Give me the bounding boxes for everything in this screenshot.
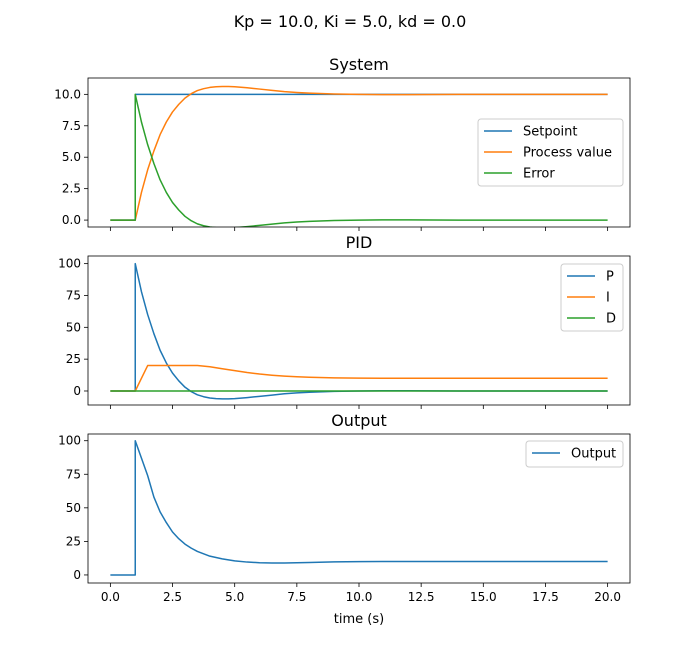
legend-item-p: P — [567, 270, 614, 285]
x-tick-label: 5.0 — [225, 590, 244, 604]
subplots: System 0.0 2.5 5.0 7.5 10.0 Setpoint Process va… — [54, 55, 631, 627]
figure-suptitle: Kp = 10.0, Ki = 5.0, kd = 0.0 — [234, 12, 467, 31]
legend-item-output: Output — [532, 447, 616, 462]
legend-label: Process value — [523, 146, 612, 161]
x-tick-label: 7.5 — [287, 590, 306, 604]
legend-item-setpoint: Setpoint — [484, 125, 578, 140]
legend-label: D — [606, 312, 616, 327]
legend: PID — [560, 263, 624, 332]
legend-frame — [477, 118, 624, 187]
y-tick-label: 100 — [58, 434, 81, 448]
x-tick-label: 0.0 — [101, 590, 120, 604]
y-tick-label: 7.5 — [62, 119, 81, 133]
legend-item-i: I — [567, 291, 610, 306]
y-tick-label: 50 — [66, 320, 81, 334]
subplot-title: Output — [331, 411, 387, 430]
subplot-title: System — [329, 55, 389, 74]
legend-label: Setpoint — [523, 125, 578, 140]
series-line-output — [110, 439, 608, 576]
legend: Output — [525, 440, 624, 468]
y-tick-label: 0 — [73, 384, 81, 398]
x-axis-label: time (s) — [334, 612, 384, 627]
y-tick-label: 0.0 — [62, 213, 81, 227]
legend-item-process-value: Process value — [484, 146, 612, 161]
x-tick-label: 12.5 — [408, 590, 435, 604]
legend: Setpoint Process value Error — [477, 118, 624, 187]
legend-label: I — [606, 291, 610, 306]
y-tick-label: 75 — [66, 288, 81, 302]
y-tick-label: 0 — [73, 568, 81, 582]
legend-item-d: D — [567, 312, 616, 327]
y-tick-label: 5.0 — [62, 150, 81, 164]
series-line-error — [110, 93, 608, 227]
series-group — [110, 85, 608, 227]
axes-frame — [87, 255, 631, 406]
y-tick-label: 25 — [66, 352, 81, 366]
series-line-i — [110, 364, 608, 392]
x-tick-label: 17.5 — [532, 590, 559, 604]
legend-item-error: Error — [484, 167, 555, 182]
legend-label: Output — [571, 447, 616, 462]
y-tick-label: 100 — [58, 257, 81, 271]
x-tick-label: 2.5 — [163, 590, 182, 604]
subplot-0: System 0.0 2.5 5.0 7.5 10.0 Setpoint Process va… — [54, 55, 631, 231]
x-tick-label: 10.0 — [346, 590, 373, 604]
y-tick-label: 50 — [66, 501, 81, 515]
subplot-1: PID 0 25 50 75 100 PID — [58, 233, 631, 409]
legend-label: P — [606, 270, 614, 285]
subplot-title: PID — [346, 233, 373, 252]
series-group — [110, 262, 608, 400]
legend-frame — [525, 440, 624, 468]
series-line-process-value — [110, 85, 608, 221]
y-tick-label: 75 — [66, 467, 81, 481]
y-tick-label: 2.5 — [62, 182, 81, 196]
series-group — [110, 439, 608, 576]
y-tick-label: 25 — [66, 534, 81, 548]
x-tick-label: 20.0 — [594, 590, 621, 604]
legend-label: Error — [523, 167, 555, 182]
y-tick-label: 10.0 — [54, 87, 81, 101]
subplot-2: Output 0.0 2.5 5.0 7.5 10.0 12.5 15.0 17.5 20.0 0 2… — [58, 411, 631, 627]
x-tick-label: 15.0 — [470, 590, 497, 604]
